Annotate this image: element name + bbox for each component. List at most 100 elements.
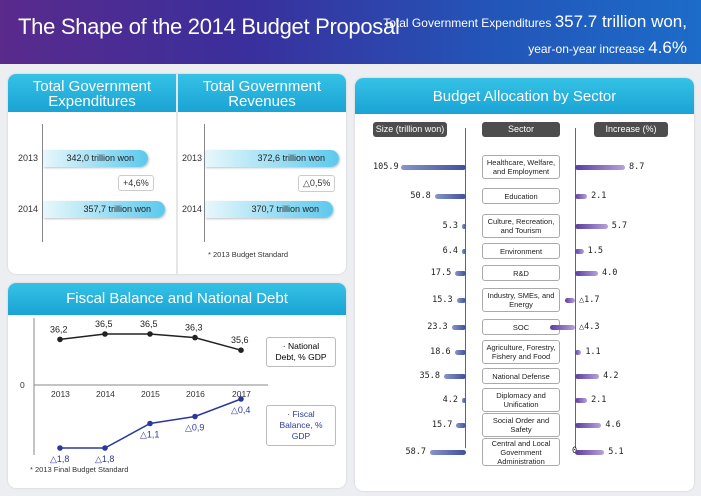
fiscal-x-tick: 2016 [186, 389, 205, 399]
national-debt-value-label: 36,5 [95, 319, 113, 329]
expenditures-bar-2013-label: 342,0 trillion won [66, 153, 134, 163]
increase-value-label: △1.7 [579, 295, 600, 305]
national-debt-point [192, 334, 198, 341]
fiscal-x-tick: 2013 [51, 389, 70, 399]
national-debt-point [102, 331, 108, 337]
fiscal-chart: 0 2013 2014 2015 2016 2017 36,2 36,5 36,5 36,3 35… [20, 318, 268, 464]
size-bar [456, 423, 466, 428]
increase-bar [575, 224, 608, 229]
increase-axis [575, 128, 576, 448]
increase-value-label: 8.7 [629, 162, 645, 172]
revenues-bar-2013-label: 372,6 trillion won [257, 153, 325, 163]
fiscal-balance-point [147, 420, 153, 427]
fiscal-x-tick: 2014 [96, 389, 115, 399]
fiscal-balance-point [192, 413, 198, 420]
fiscal-note: * 2013 Final Budget Standard [30, 465, 129, 474]
sector-label: Social Order and Safety [482, 413, 560, 437]
expenditures-revenues-panel: Total Government Expenditures Total Gover… [8, 74, 346, 274]
sector-title: Budget Allocation by Sector [432, 88, 617, 105]
fiscal-header-bar [8, 283, 346, 315]
header-banner: The Shape of the 2014 Budget Proposal To… [0, 0, 701, 64]
fiscal-zero-label: 0 [20, 380, 25, 390]
revenues-year-2014: 2014 [182, 204, 203, 214]
national-debt-point [57, 336, 63, 343]
expenditures-title: Total Government Expenditures [32, 78, 152, 110]
sector-header: Sector [482, 122, 560, 137]
increase-bar [575, 374, 600, 379]
header-line1-text: Total Government Expenditures [383, 16, 552, 30]
size-value-label: 4.2 [442, 395, 458, 405]
expenditures-change-label: +4,6% [118, 175, 154, 191]
size-value-label: 18.6 [430, 347, 451, 357]
sector-label: Industry, SMEs, and Energy [482, 288, 560, 312]
size-bar [462, 249, 466, 254]
increase-bar [565, 298, 575, 303]
increase-value-label: 1.1 [585, 347, 601, 357]
size-value-label: 58.7 [405, 447, 426, 457]
increase-value-label: 2.1 [591, 395, 607, 405]
size-value-label: 5.3 [442, 221, 458, 231]
increase-bar [575, 249, 584, 254]
sector-label: Agriculture, Forestry, Fishery and Food [482, 340, 560, 364]
fiscal-balance-value-label: △0,9 [185, 423, 204, 433]
national-debt-legend: · National Debt, % GDP [266, 337, 336, 367]
increase-header: Increase (%) [594, 122, 668, 137]
size-value-label: 6.4 [442, 246, 458, 256]
fiscal-title: Fiscal Balance and National Debt [66, 290, 288, 307]
header-subtitle-line1: Total Government Expenditures 357.7 tril… [383, 12, 687, 32]
revenues-change-label: △0,5% [298, 175, 336, 192]
size-header: Size (trillion won) [373, 122, 447, 137]
size-value-label: 50.8 [410, 191, 431, 201]
page-title: The Shape of the 2014 Budget Proposal [18, 14, 400, 39]
fiscal-balance-point [102, 445, 108, 451]
national-debt-value-label: 36,3 [185, 323, 203, 333]
sector-header-bar [355, 78, 694, 114]
increase-bar [575, 398, 588, 403]
fiscal-balance-value-label: △1,8 [50, 454, 69, 464]
fiscal-x-tick: 2015 [141, 389, 160, 399]
size-divider [465, 128, 466, 448]
national-debt-point [147, 331, 153, 337]
revenues-bar-2014: 370,7 trillion won [205, 201, 333, 218]
size-value-label: 105.9 [373, 162, 399, 172]
increase-value-label: 4.6 [605, 420, 621, 430]
sector-label: R&D [482, 265, 560, 281]
header-line1-value: 357.7 trillion won, [554, 12, 687, 31]
expenditures-bar-2014: 357,7 trillion won [43, 201, 165, 218]
header-line2-text: year-on-year increase [528, 42, 645, 56]
sector-label: SOC [482, 319, 560, 335]
size-value-label: 17.5 [430, 268, 452, 278]
expenditures-year-2013: 2013 [18, 153, 39, 163]
sector-label: Central and Local Government Administrat… [482, 438, 560, 466]
increase-value-label: 2.1 [591, 191, 607, 201]
increase-value-label: △4.3 [579, 322, 600, 332]
increase-value-label: 4.0 [601, 268, 618, 278]
increase-value-label: 5.7 [611, 221, 628, 231]
size-bar [401, 165, 466, 170]
sector-label: Education [482, 188, 560, 204]
size-bar [462, 224, 466, 229]
national-debt-point [238, 347, 244, 353]
revenues-bar-2014-label: 370,7 trillion won [251, 204, 319, 214]
sector-label: Healthcare, Welfare, and Employment [482, 155, 560, 179]
size-bar [462, 398, 466, 403]
fiscal-balance-value-label: △0,4 [231, 405, 250, 415]
header-line2-value: 4.6% [648, 38, 687, 57]
size-value-label: 15.3 [432, 295, 453, 305]
size-bar [429, 450, 466, 455]
size-bar [444, 374, 466, 379]
expenditures-bar-2014-label: 357,7 trillion won [83, 204, 151, 214]
national-debt-value-label: 36,2 [50, 324, 68, 334]
panel-divider [176, 74, 178, 274]
increase-bar [575, 271, 598, 276]
size-value-label: 35.8 [419, 371, 441, 381]
fiscal-balance-point [57, 445, 63, 451]
increase-bar [550, 325, 575, 330]
expenditures-year-2014: 2014 [18, 204, 39, 214]
increase-bar [575, 165, 625, 170]
increase-bar [575, 350, 582, 355]
fiscal-x-tick: 2017 [232, 389, 251, 399]
fiscal-balance-legend: · Fiscal Balance, % GDP [266, 405, 336, 446]
revenues-year-2013: 2013 [182, 153, 203, 163]
size-value-label: 15.7 [431, 420, 453, 430]
